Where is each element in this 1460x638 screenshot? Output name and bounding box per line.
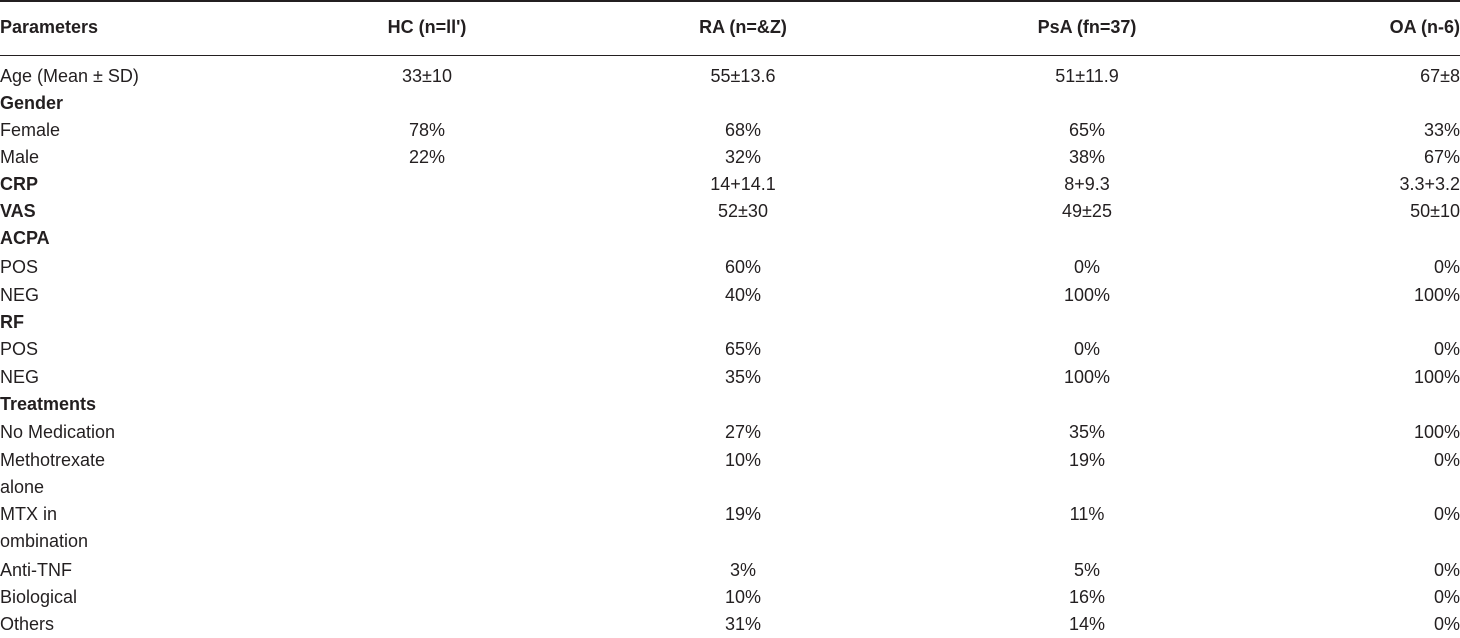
section-heading: Treatments (0, 394, 97, 414)
table-row: MTX in ombination 19% 11% 0% (0, 501, 1460, 551)
ra-value: 19% (724, 504, 762, 524)
psa-value: 38% (1068, 147, 1106, 167)
ra-value: 14+14.1 (710, 174, 776, 194)
ra-value: 35% (724, 367, 762, 387)
ra-value: 40% (724, 285, 762, 305)
table-row: Male 22% 32% 38% 67% (0, 144, 1460, 171)
table-row: Gender (0, 90, 1460, 117)
ra-value: 32% (724, 147, 762, 167)
section-heading: CRP (0, 174, 39, 194)
table-row: Age (Mean ± SD) 33±10 55±13.6 51±11.9 67±8 (0, 63, 1460, 90)
header-parameters: Parameters (0, 17, 99, 37)
psa-value: 100% (1063, 367, 1111, 387)
header-ra: RA (n=&Z) (699, 17, 787, 37)
oa-value: 0% (1433, 614, 1460, 634)
psa-value: 35% (1068, 422, 1106, 442)
table-row: Methotrexate alone 10% 19% 0% (0, 447, 1460, 497)
psa-value: 8+9.3 (1064, 174, 1110, 194)
ra-value: 10% (724, 587, 762, 607)
table-row: POS 65% 0% 0% (0, 336, 1460, 363)
psa-value: 49±25 (1062, 201, 1112, 221)
oa-value: 0% (1433, 257, 1460, 277)
ra-value: 60% (724, 257, 762, 277)
psa-value: 11% (1069, 504, 1105, 524)
table-row: Treatments (0, 391, 1460, 418)
section-heading: Gender (0, 93, 64, 113)
header-hc: HC (n=ll') (387, 17, 467, 37)
row-label: No Medication (0, 422, 116, 442)
oa-value: 100% (1413, 422, 1460, 442)
section-heading: RF (0, 312, 24, 332)
row-label: Anti-TNF (0, 560, 72, 580)
row-label: NEG (0, 367, 40, 387)
oa-value: 0% (1433, 339, 1460, 359)
table-row: No Medication 27% 35% 100% (0, 419, 1460, 446)
table-top-rule (0, 0, 1460, 2)
table-row: ACPA (0, 225, 1460, 252)
ra-value: 10% (724, 450, 762, 470)
oa-value: 67±8 (1420, 66, 1460, 86)
table-row: Female 78% 68% 65% 33% (0, 117, 1460, 144)
psa-value: 100% (1063, 285, 1111, 305)
row-label: Methotrexate alone (0, 450, 106, 497)
ra-value: 55±13.6 (710, 66, 776, 86)
psa-value: 0% (1073, 339, 1100, 359)
hc-value: 78% (408, 120, 446, 140)
row-label: Male (0, 147, 40, 167)
table-row: Anti-TNF 3% 5% 0% (0, 557, 1460, 584)
header-oa: OA (n-6) (1389, 17, 1460, 37)
row-label: Biological (0, 587, 78, 607)
table-header: Parameters HC (n=ll') RA (n=&Z) PsA (fn=… (0, 0, 1460, 55)
table-header-rule (0, 55, 1460, 56)
table-row: Biological 10% 16% 0% (0, 584, 1460, 611)
table-row: POS 60% 0% 0% (0, 254, 1460, 281)
psa-value: 0% (1073, 257, 1100, 277)
table-row: Others 31% 14% 0% (0, 611, 1460, 638)
section-heading: VAS (0, 201, 36, 221)
row-label: MTX in ombination (0, 504, 89, 551)
table-row: VAS 52±30 49±25 50±10 (0, 198, 1460, 225)
oa-value: 3.3+3.2 (1399, 174, 1460, 194)
row-label: Female (0, 120, 61, 140)
hc-value: 22% (408, 147, 446, 167)
psa-value: 16% (1068, 587, 1106, 607)
oa-value: 0% (1433, 504, 1460, 524)
oa-value: 100% (1413, 367, 1460, 387)
hc-value: 33±10 (402, 66, 452, 86)
oa-value: 33% (1423, 120, 1460, 140)
header-psa: PsA (fn=37) (1037, 17, 1137, 37)
section-heading: ACPA (0, 228, 50, 248)
psa-value: 5% (1073, 560, 1100, 580)
psa-value: 65% (1068, 120, 1106, 140)
row-label: Age (Mean ± SD) (0, 66, 139, 86)
oa-value: 0% (1433, 450, 1460, 470)
ra-value: 27% (724, 422, 762, 442)
psa-value: 51±11.9 (1055, 66, 1119, 86)
psa-value: 19% (1068, 450, 1106, 470)
table-row: NEG 40% 100% 100% (0, 282, 1460, 309)
oa-value: 67% (1423, 147, 1460, 167)
row-label: POS (0, 339, 39, 359)
table-row: RF (0, 309, 1460, 336)
oa-value: 0% (1433, 560, 1460, 580)
psa-value: 14% (1068, 614, 1106, 634)
ra-value: 3% (729, 560, 756, 580)
row-label: NEG (0, 285, 40, 305)
ra-value: 52±30 (718, 201, 768, 221)
table-row: NEG 35% 100% 100% (0, 364, 1460, 391)
ra-value: 65% (724, 339, 762, 359)
table-row: CRP 14+14.1 8+9.3 3.3+3.2 (0, 171, 1460, 198)
row-label: Others (0, 614, 55, 634)
oa-value: 0% (1433, 587, 1460, 607)
oa-value: 100% (1413, 285, 1460, 305)
ra-value: 31% (724, 614, 762, 634)
oa-value: 50±10 (1410, 201, 1460, 221)
row-label: POS (0, 257, 39, 277)
ra-value: 68% (724, 120, 762, 140)
